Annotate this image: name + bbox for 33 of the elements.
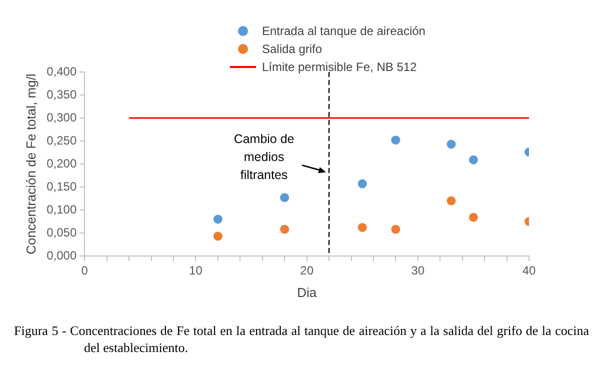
x-tick-label: 0 bbox=[81, 264, 88, 278]
point bbox=[468, 155, 478, 164]
point bbox=[358, 179, 367, 188]
point bbox=[391, 136, 400, 145]
y-tick-label: 0,250 bbox=[46, 133, 77, 148]
point bbox=[358, 222, 367, 232]
y-tick-label: 0,100 bbox=[46, 202, 77, 216]
y-tick-label: 0,150 bbox=[46, 179, 77, 194]
y-tick-label: 0,200 bbox=[46, 156, 77, 170]
legend-label: Entrada al tanque de aireación bbox=[262, 24, 426, 38]
legend-label: Salida grifo bbox=[262, 42, 322, 56]
y-tick-label: 0,300 bbox=[46, 110, 77, 124]
y-tick-label: 0,000 bbox=[46, 248, 77, 262]
x-tick-label: 10 bbox=[189, 264, 203, 278]
point bbox=[280, 224, 290, 234]
y-axis-title: Concentración de Fe total, mg/l bbox=[23, 74, 38, 254]
annotation: Cambio de medios filtrantes bbox=[234, 132, 294, 182]
legend-label: Límite permisible Fe, NB 512 bbox=[262, 60, 417, 74]
point bbox=[391, 224, 400, 234]
y-tick-label: 0,400 bbox=[46, 64, 77, 78]
point bbox=[446, 140, 456, 149]
x-axis-title: Dia bbox=[297, 284, 318, 300]
x-tick-label: 40 bbox=[522, 264, 536, 278]
point bbox=[468, 212, 478, 222]
x-tick-label: 20 bbox=[300, 264, 314, 278]
point bbox=[213, 232, 222, 241]
point bbox=[446, 196, 456, 206]
point bbox=[280, 193, 290, 202]
text: Figura 5 - Concentraciones de Fe total en la entrada al tanque de aireación y a la salida del grifo de la cocina del establecimiento. bbox=[14, 322, 589, 356]
x-tick-label: 30 bbox=[411, 264, 425, 278]
y-tick-label: 0,050 bbox=[46, 225, 77, 240]
point bbox=[213, 214, 222, 224]
y-tick-label: 0,350 bbox=[46, 87, 77, 102]
